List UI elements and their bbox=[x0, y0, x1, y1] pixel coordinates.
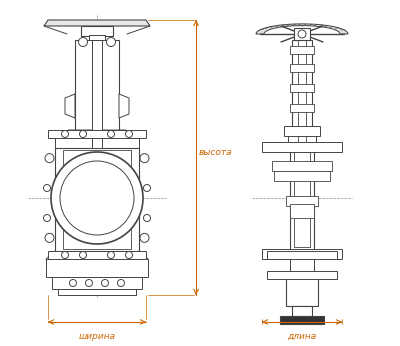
Bar bbox=[68, 130, 126, 136]
Bar bbox=[294, 152, 310, 247]
Bar bbox=[75, 40, 119, 148]
Circle shape bbox=[80, 252, 86, 258]
Bar bbox=[55, 148, 139, 251]
Circle shape bbox=[144, 184, 150, 191]
Bar bbox=[58, 289, 136, 295]
Circle shape bbox=[126, 130, 132, 137]
Bar bbox=[290, 64, 314, 72]
Bar bbox=[52, 277, 142, 289]
Circle shape bbox=[86, 280, 92, 286]
Bar bbox=[290, 104, 314, 112]
Circle shape bbox=[298, 30, 306, 38]
Polygon shape bbox=[68, 130, 126, 148]
Bar bbox=[81, 26, 113, 36]
Circle shape bbox=[44, 184, 50, 191]
Bar bbox=[92, 40, 102, 148]
Bar bbox=[63, 150, 131, 249]
Circle shape bbox=[80, 130, 86, 137]
Circle shape bbox=[44, 215, 50, 221]
Bar bbox=[267, 271, 337, 279]
Circle shape bbox=[126, 252, 132, 258]
Text: высота: высота bbox=[199, 148, 233, 157]
Bar bbox=[272, 161, 332, 171]
Bar bbox=[292, 40, 312, 151]
Bar bbox=[286, 273, 318, 306]
Circle shape bbox=[140, 154, 149, 163]
Circle shape bbox=[102, 280, 108, 286]
Circle shape bbox=[144, 215, 150, 221]
Bar bbox=[294, 28, 310, 40]
Bar bbox=[55, 136, 139, 148]
Bar bbox=[290, 46, 314, 54]
Bar bbox=[290, 204, 314, 218]
Polygon shape bbox=[44, 20, 150, 26]
Bar bbox=[262, 249, 342, 259]
Bar bbox=[64, 131, 68, 135]
Bar bbox=[267, 251, 337, 259]
Bar bbox=[290, 148, 314, 251]
Circle shape bbox=[51, 152, 143, 244]
Circle shape bbox=[45, 154, 54, 163]
Circle shape bbox=[108, 130, 114, 137]
Bar bbox=[48, 251, 146, 259]
Polygon shape bbox=[119, 94, 129, 118]
Bar bbox=[262, 142, 342, 152]
Circle shape bbox=[45, 233, 54, 242]
Bar bbox=[298, 40, 306, 151]
Circle shape bbox=[78, 37, 88, 46]
Text: ширина: ширина bbox=[78, 332, 116, 341]
Circle shape bbox=[60, 161, 134, 235]
Bar bbox=[286, 196, 318, 206]
Circle shape bbox=[140, 233, 149, 242]
Bar bbox=[290, 84, 314, 92]
Circle shape bbox=[108, 252, 114, 258]
Bar bbox=[288, 128, 316, 148]
Circle shape bbox=[62, 252, 68, 258]
Circle shape bbox=[70, 280, 76, 286]
Bar bbox=[48, 130, 146, 138]
Bar bbox=[122, 131, 126, 135]
Bar bbox=[290, 259, 314, 281]
Bar bbox=[280, 316, 324, 324]
Text: длина: длина bbox=[287, 332, 317, 341]
Polygon shape bbox=[256, 24, 348, 34]
Bar bbox=[292, 306, 312, 316]
Polygon shape bbox=[65, 94, 75, 118]
Bar bbox=[89, 35, 105, 40]
Bar bbox=[284, 126, 320, 136]
Bar bbox=[274, 171, 330, 181]
Circle shape bbox=[118, 280, 124, 286]
Circle shape bbox=[62, 130, 68, 137]
Circle shape bbox=[106, 37, 116, 46]
Bar bbox=[46, 259, 148, 277]
